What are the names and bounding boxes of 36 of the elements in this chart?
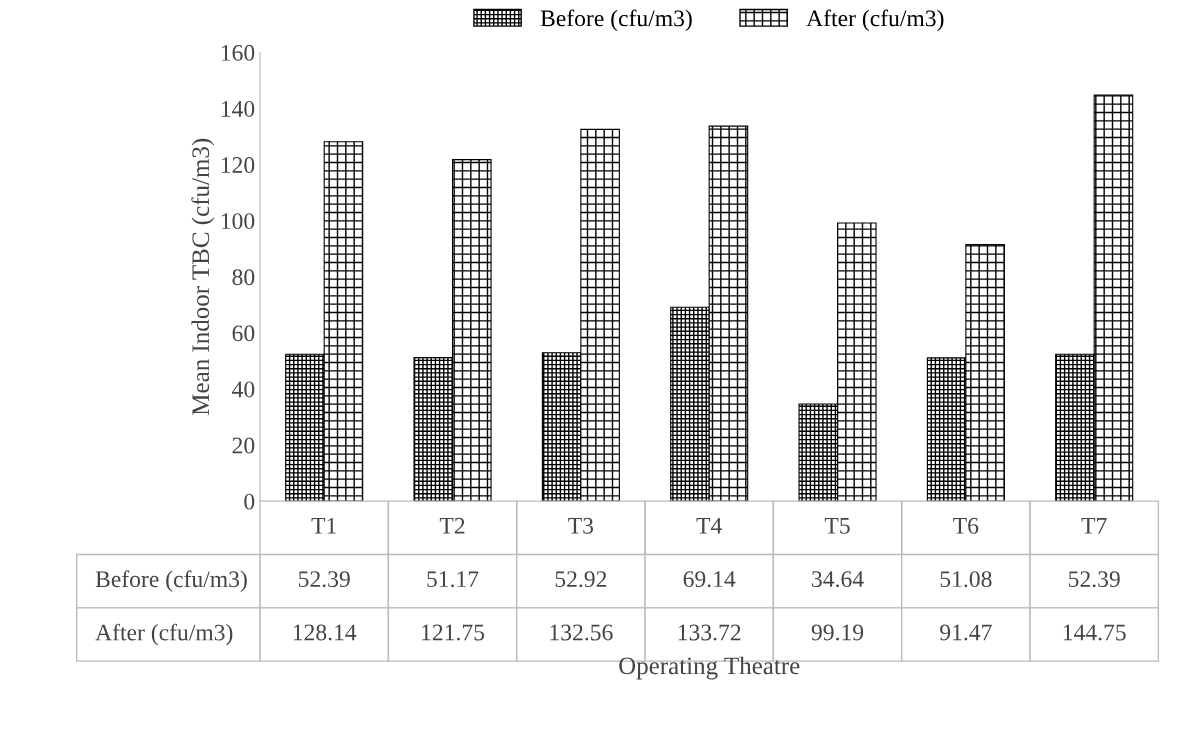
y-tick-label: 20 <box>232 437 255 454</box>
data-label: 52.92 <box>555 571 607 588</box>
y-tick-label: 140 <box>221 100 255 117</box>
y-tick-label: 40 <box>232 381 255 398</box>
y-tick-label: 100 <box>221 213 255 230</box>
x-axis-title: Operating Theatre <box>619 656 800 680</box>
legend-label: Before (cfu/m3) <box>540 9 692 32</box>
data-label: 121.75 <box>422 624 485 641</box>
x-tick-label: T3 <box>568 517 594 534</box>
y-tick-label: 60 <box>232 325 255 342</box>
data-label: 133.72 <box>678 624 741 641</box>
y-tick-label: 120 <box>221 157 255 173</box>
y-tick-label: 80 <box>232 269 255 286</box>
legend-label: After (cfu/m3) <box>806 9 944 32</box>
x-tick-label: T6 <box>953 517 979 534</box>
y-tick-label: 160 <box>221 44 255 61</box>
y-tick-label: 0 <box>244 493 255 510</box>
text: Before (cfu/m3) <box>95 570 247 592</box>
data-label: 91.47 <box>940 624 992 641</box>
data-label: 132.56 <box>550 624 613 641</box>
x-tick-label: T5 <box>824 518 850 534</box>
data-label: 52.39 <box>299 571 350 588</box>
text: After (cfu/m3) <box>95 623 233 646</box>
y-axis-title: Mean Indoor TBC (cfu/m3) <box>191 138 215 416</box>
x-tick-label: T2 <box>439 517 465 534</box>
data-label: 52.39 <box>1069 571 1120 588</box>
x-tick-label: T1 <box>311 517 336 534</box>
data-label: 128.14 <box>293 624 357 641</box>
x-tick-label: T7 <box>1081 518 1107 534</box>
data-label: 51.08 <box>940 571 992 588</box>
x-tick-label: T4 <box>696 517 722 534</box>
data-label: 99.19 <box>811 624 864 641</box>
data-label: 51.17 <box>427 571 479 588</box>
data-label: 34.64 <box>812 571 864 588</box>
data-label: 144.75 <box>1063 624 1126 641</box>
data-label: 69.14 <box>683 571 736 588</box>
